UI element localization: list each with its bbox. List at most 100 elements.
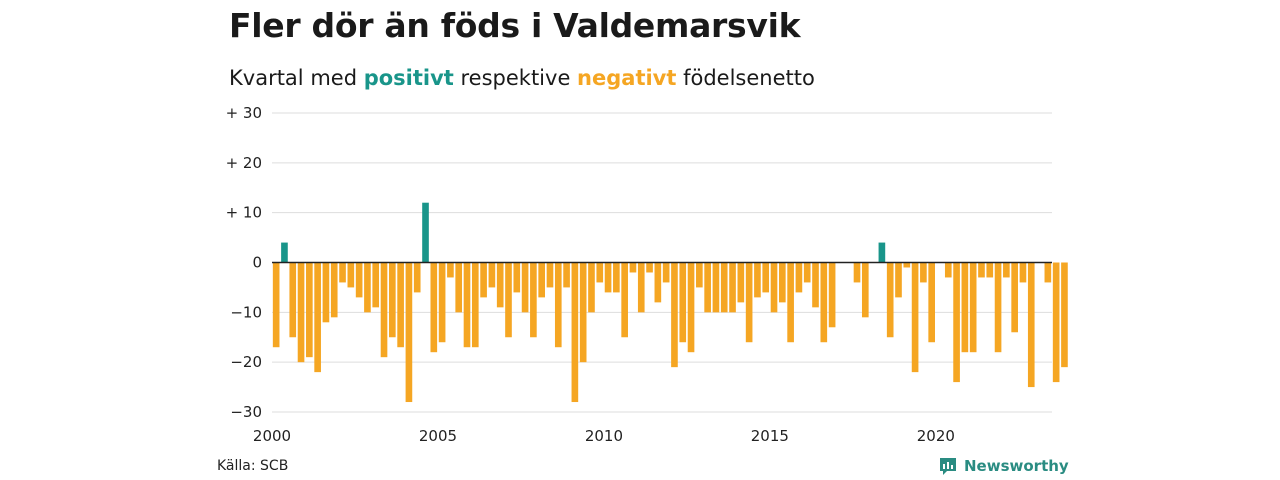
bar — [1003, 262, 1010, 278]
y-tick-label: + 10 — [226, 204, 262, 222]
bar — [978, 262, 985, 278]
y-tick-label: −10 — [230, 303, 262, 321]
bar — [853, 262, 861, 283]
subtitle-middle: respektive — [453, 66, 578, 90]
bar — [754, 262, 761, 298]
bar — [281, 242, 288, 263]
bars — [272, 202, 1068, 403]
bar — [696, 262, 703, 288]
bar — [455, 262, 463, 313]
bar — [969, 262, 977, 353]
bar — [347, 262, 355, 288]
bar — [795, 262, 803, 293]
subtitle-prefix: Kvartal med — [229, 66, 364, 90]
x-tick-label: 2005 — [419, 427, 457, 445]
bar — [563, 262, 570, 288]
x-tick-label: 2015 — [751, 427, 789, 445]
bar — [372, 262, 380, 308]
subtitle-suffix: födelsenetto — [676, 66, 815, 90]
bar — [413, 262, 421, 293]
y-tick-label: −30 — [230, 403, 262, 421]
x-tick-label: 2020 — [917, 427, 955, 445]
bar — [712, 262, 720, 313]
bar — [679, 262, 687, 343]
bar — [314, 262, 321, 373]
bar — [289, 262, 297, 338]
bar — [745, 262, 753, 343]
bar — [886, 262, 894, 338]
brand-logo: Newsworthy — [938, 456, 1069, 476]
bar — [861, 262, 869, 318]
bar — [306, 262, 313, 358]
subtitle-negative-word: negativt — [577, 66, 677, 90]
bar — [737, 262, 745, 303]
bar — [430, 262, 438, 353]
y-tick-label: + 20 — [226, 154, 262, 172]
bar — [878, 242, 886, 263]
bar — [779, 262, 786, 303]
subtitle-positive-word: positivt — [363, 66, 454, 90]
bar — [986, 262, 994, 278]
bar — [405, 262, 413, 403]
bar — [389, 262, 396, 338]
bar — [729, 262, 736, 313]
bar — [895, 262, 902, 298]
bar — [961, 262, 969, 353]
bar — [554, 262, 562, 348]
chart-title: Fler dör än föds i Valdemarsvik — [229, 6, 801, 45]
bar — [422, 202, 429, 263]
bar — [903, 262, 911, 268]
bar — [546, 262, 554, 288]
bar — [1052, 262, 1060, 383]
bar — [496, 262, 504, 308]
bar — [994, 262, 1002, 353]
bar — [621, 262, 628, 338]
bar — [704, 262, 711, 313]
bar — [928, 262, 935, 343]
bar — [604, 262, 612, 293]
brand-name: Newsworthy — [964, 457, 1069, 475]
y-axis: + 30 + 20 + 10 0 −10 −20 −30 — [226, 104, 262, 421]
bar — [654, 262, 662, 303]
bar — [762, 262, 770, 293]
y-tick-label: −20 — [230, 353, 262, 371]
bar — [397, 262, 404, 348]
bar — [820, 262, 828, 343]
chart-subtitle: Kvartal med positivt respektive negativt… — [229, 66, 815, 90]
bar — [720, 262, 728, 313]
bar — [944, 262, 952, 278]
bar — [538, 262, 545, 298]
bar — [596, 262, 604, 283]
bar — [828, 262, 836, 328]
bar — [521, 262, 529, 313]
y-tick-label: 0 — [252, 254, 262, 272]
bar — [339, 262, 346, 283]
bar — [1044, 262, 1052, 283]
bar — [770, 262, 778, 313]
bar — [505, 262, 512, 338]
bar — [920, 262, 927, 283]
bar — [322, 262, 330, 323]
source-label: Källa: SCB — [217, 458, 289, 474]
bar — [687, 262, 695, 353]
bar — [629, 262, 637, 273]
bar — [911, 262, 919, 373]
bar — [380, 262, 388, 358]
bar — [787, 262, 794, 343]
newsworthy-logo-icon — [940, 458, 956, 475]
bar — [447, 262, 454, 278]
bar — [646, 262, 653, 273]
bar — [355, 262, 363, 298]
bar — [530, 262, 537, 338]
x-tick-label: 2010 — [585, 427, 623, 445]
x-tick-label: 2000 — [253, 427, 291, 445]
bar — [637, 262, 645, 313]
x-axis: 2000 2005 2010 2015 2020 — [253, 427, 955, 445]
bar — [1019, 262, 1027, 283]
bar — [463, 262, 471, 348]
bar — [272, 262, 280, 348]
bar — [671, 262, 678, 368]
bar — [803, 262, 811, 283]
bar — [438, 262, 446, 343]
